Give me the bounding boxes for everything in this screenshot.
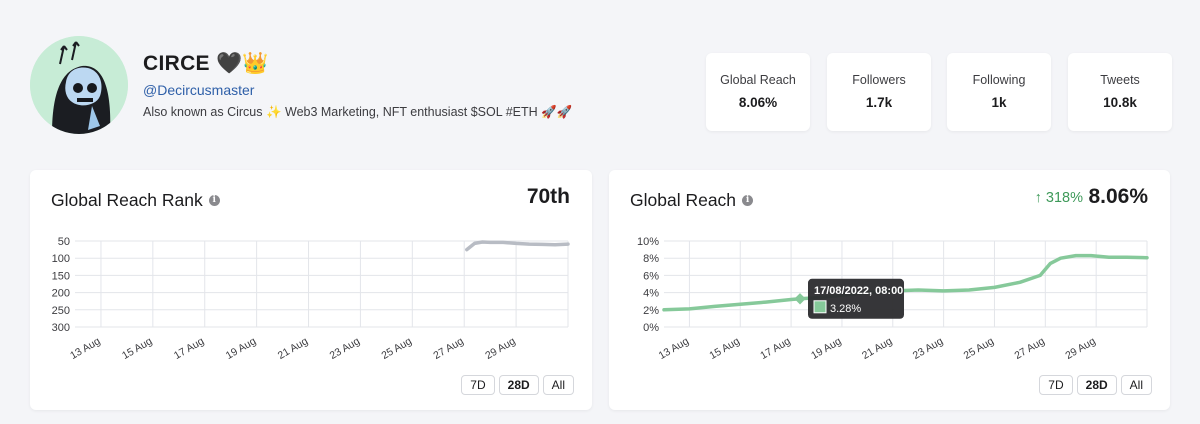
info-icon[interactable]: i [208,195,220,206]
x-tick-label: 21 Aug [276,335,310,362]
range-buttons: 7D 28D All [1039,375,1152,395]
y-tick-label: 2% [643,305,659,317]
y-tick-label: 150 [52,270,70,282]
stat-label: Global Reach [720,73,796,87]
y-tick-label: 10% [637,236,659,248]
y-tick-label: 250 [52,305,70,317]
y-tick-label: 200 [52,288,70,300]
y-tick-label: 100 [52,253,70,265]
y-tick-label: 50 [58,236,70,248]
y-tick-label: 6% [643,270,659,282]
range-all-button[interactable]: All [542,375,574,395]
profile-handle-link[interactable]: @Decircusmaster [143,82,255,98]
x-tick-label: 15 Aug [707,335,741,362]
reach-value: 8.06% [1088,185,1148,208]
tooltip-value: 3.28% [830,303,861,315]
x-tick-label: 13 Aug [657,335,691,362]
profile-header: CIRCE 🖤👑 @Decircusmaster Also known as C… [30,36,572,134]
card-title-text: Global Reach [630,190,737,210]
avatar-illustration [30,36,128,134]
x-tick-label: 23 Aug [911,335,945,362]
stat-label: Followers [852,73,906,87]
global-reach-card: Global Reach i ↑ 318% 8.06% 10% 8% 6% 4% 2% 0… [609,170,1170,410]
highlight-point [794,293,806,305]
card-title-text: Global Reach Rank [51,190,203,210]
x-tick-label: 19 Aug [224,335,258,362]
x-tick-label: 27 Aug [1012,335,1046,362]
stat-value: 1k [991,95,1007,110]
range-7d-button[interactable]: 7D [461,375,495,395]
x-tick-label: 23 Aug [328,335,362,362]
global-reach-rank-card: Global Reach Rank i 70th 50 100 150 200 250 3… [30,170,592,410]
x-tick-label: 17 Aug [172,335,206,362]
tooltip-swatch [813,300,827,314]
reach-chart[interactable]: 10% 8% 6% 4% 2% 0%13 Aug 15 Aug 17 Aug 19 Aug 21 … [609,170,1170,410]
avatar[interactable] [30,36,128,134]
range-28d-button[interactable]: 28D [498,375,539,395]
stat-label: Following [972,73,1026,87]
series-line [465,240,570,252]
stat-card-following: Following 1k [947,53,1051,131]
x-tick-label: 21 Aug [860,335,894,362]
stat-value: 8.06% [738,95,778,110]
x-tick-label: 29 Aug [1063,335,1097,362]
tooltip-box [808,278,905,319]
y-tick-label: 4% [643,288,659,300]
x-tick-label: 25 Aug [962,335,996,362]
y-tick-label: 8% [643,253,659,265]
stat-card-tweets: Tweets 10.8k [1068,53,1172,131]
x-tick-label: 27 Aug [431,335,465,362]
stat-card-global-reach: Global Reach 8.06% [706,53,810,131]
stat-value: 10.8k [1103,95,1137,110]
y-tick-label: 300 [52,322,70,334]
stat-label: Tweets [1100,73,1140,87]
card-title: Global Reach i [630,190,754,211]
series-line [662,253,1149,312]
x-tick-label: 29 Aug [483,335,517,362]
profile-name: CIRCE 🖤👑 [143,52,269,75]
x-tick-label: 25 Aug [379,335,413,362]
range-7d-button[interactable]: 7D [1039,375,1073,395]
stat-card-followers: Followers 1.7k [827,53,931,131]
reach-delta: ↑ 318% [1034,190,1083,206]
stat-value: 1.7k [865,95,893,110]
card-title: Global Reach Rank i [51,190,220,211]
info-icon[interactable]: i [742,195,754,206]
range-buttons: 7D 28D All [461,375,574,395]
chart-tooltip: 17/08/2022, 08:00 3.28% [808,278,905,319]
rank-value: 70th [526,185,570,208]
x-tick-label: 13 Aug [68,335,102,362]
x-tick-label: 15 Aug [120,335,154,362]
tooltip-date: 17/08/2022, 08:00 [814,285,903,297]
x-tick-label: 19 Aug [809,335,843,362]
profile-bio: Also known as Circus ✨ Web3 Marketing, N… [143,105,573,119]
x-tick-label: 17 Aug [758,335,792,362]
range-28d-button[interactable]: 28D [1076,375,1117,395]
y-tick-label: 0% [643,322,659,334]
range-all-button[interactable]: All [1120,375,1152,395]
